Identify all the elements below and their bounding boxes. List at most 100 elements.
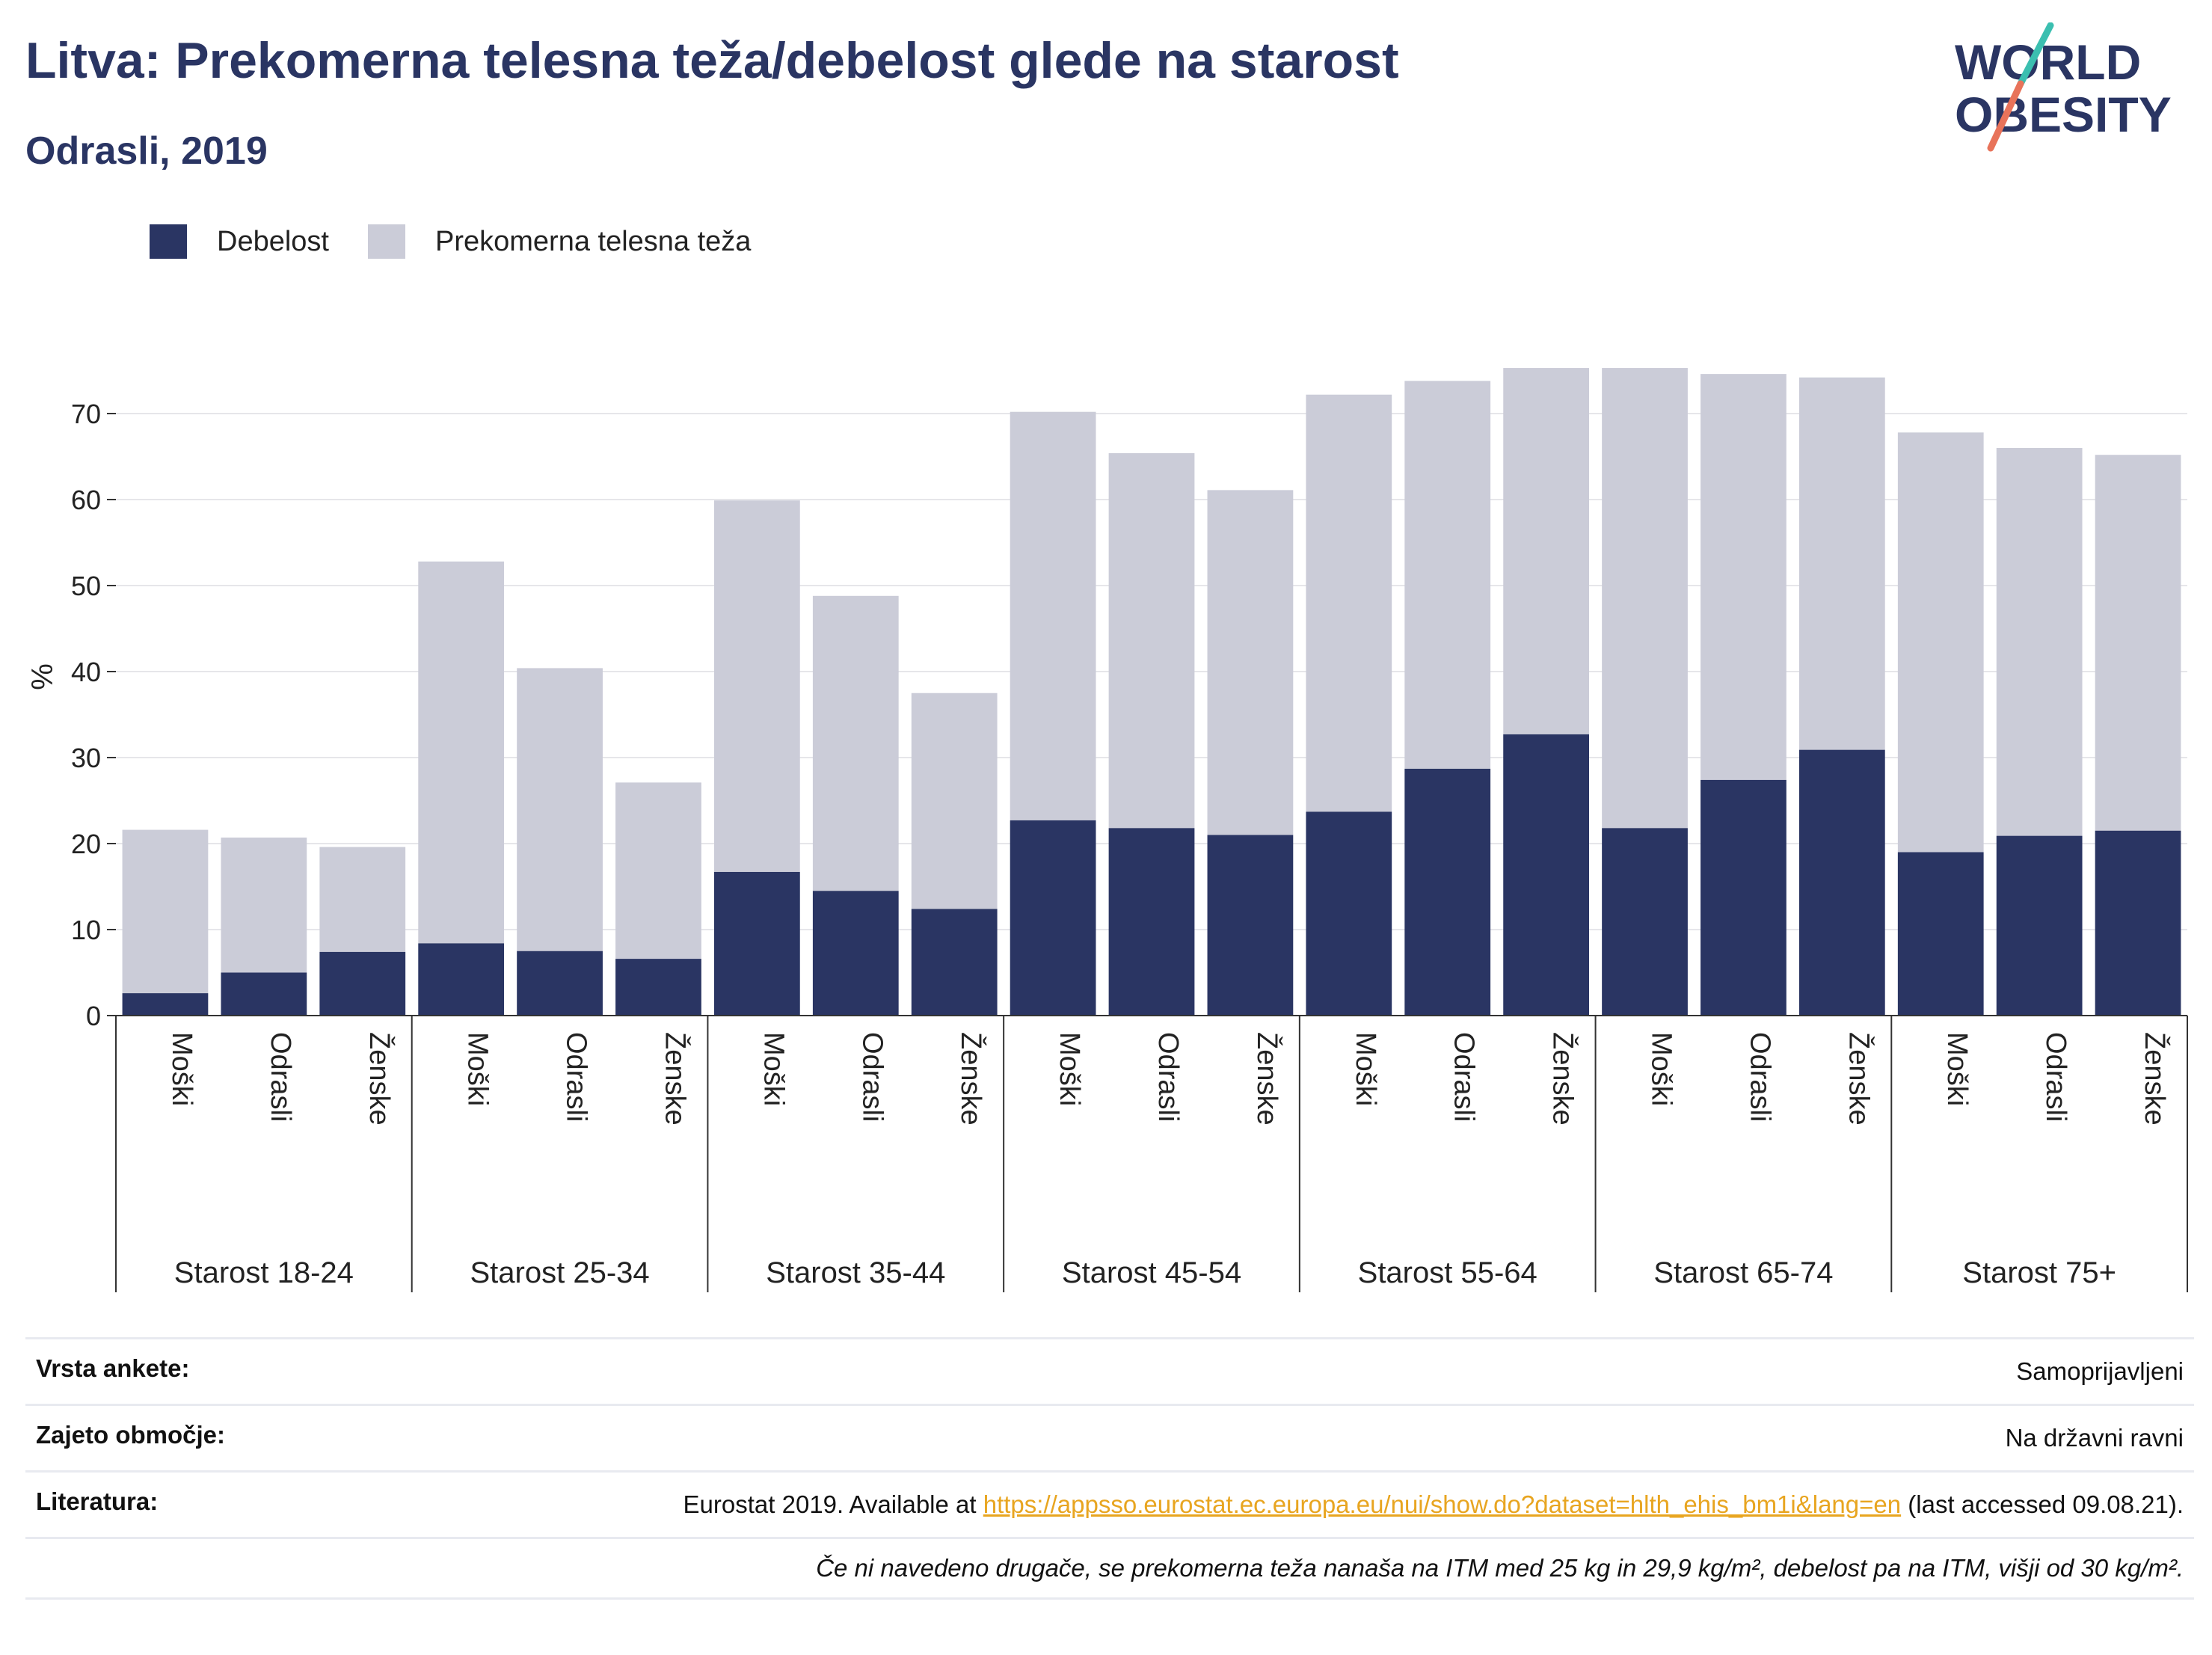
legend-item-overweight[interactable]: Prekomerna telesna teža — [367, 224, 752, 259]
logo-slash-bottom — [1987, 80, 2024, 152]
bar-overweight — [1602, 368, 1688, 829]
bar-obesity — [714, 871, 800, 1016]
bar-overweight — [1996, 448, 2083, 836]
y-tick-label: 70 — [71, 399, 101, 429]
x-group-label: Starost 25-34 — [470, 1256, 650, 1289]
info-row-note: Če ni navedeno drugače, se prekomerna te… — [25, 1537, 2194, 1600]
x-subcategory-label: Odrasli — [1152, 1032, 1184, 1122]
x-group-label: Starost 45-54 — [1062, 1256, 1241, 1289]
bar-obesity — [418, 943, 505, 1016]
x-subcategory-label: Odrasli — [265, 1032, 296, 1122]
x-subcategory-label: Moški — [758, 1032, 789, 1106]
coverage-value: Na državni ravni — [2005, 1424, 2184, 1452]
x-subcategory-label: Ženske — [363, 1032, 396, 1126]
y-tick-label: 40 — [71, 657, 101, 687]
bar-overweight — [1010, 411, 1096, 820]
bar-obesity — [319, 951, 406, 1016]
bar-obesity — [911, 909, 998, 1016]
info-row-survey: Vrsta ankete: Samoprijavljeni — [25, 1337, 2194, 1404]
x-group-label: Starost 55-64 — [1358, 1256, 1537, 1289]
bar-obesity — [615, 959, 701, 1016]
bar-obesity — [1010, 820, 1096, 1016]
bar-overweight — [911, 693, 998, 909]
x-group-label: Starost 65-74 — [1653, 1256, 1833, 1289]
stacked-bar-chart: 0 10 20 30 40 50 60 70% Moški Odrasli Ženske Moški O… — [26, 368, 2188, 1292]
bar-obesity — [1996, 835, 2083, 1016]
bar-overweight — [812, 595, 899, 891]
legend-item-obesity[interactable]: Debelost — [150, 224, 329, 259]
reference-label: Literatura: — [36, 1487, 159, 1515]
bar-obesity — [1306, 811, 1392, 1016]
bar-overweight — [1108, 452, 1195, 829]
x-subcategory-label: Ženske — [1251, 1032, 1283, 1126]
x-subcategory-label: Ženske — [2139, 1032, 2171, 1126]
x-subcategory-label: Odrasli — [1448, 1032, 1480, 1122]
bar-overweight — [418, 561, 505, 944]
bar-obesity — [1207, 835, 1294, 1016]
bar-obesity — [517, 951, 603, 1016]
bar-overweight — [1798, 377, 1885, 750]
x-subcategory-label: Odrasli — [2040, 1032, 2071, 1122]
bar-overweight — [221, 837, 307, 973]
bar-obesity — [1404, 768, 1491, 1016]
info-row-coverage: Zajeto območje: Na državni ravni — [25, 1404, 2194, 1470]
bar-obesity — [1798, 749, 1885, 1016]
bar-obesity — [1897, 852, 1984, 1016]
x-subcategory-label: Ženske — [659, 1032, 691, 1126]
x-group-label: Starost 75+ — [1962, 1256, 2116, 1289]
bar-overweight — [122, 829, 209, 994]
survey-type-value: Samoprijavljeni — [2016, 1357, 2184, 1385]
bar-obesity — [221, 972, 307, 1016]
y-axis-label: % — [26, 663, 59, 690]
logo-line2: OBESITY — [1955, 87, 2172, 142]
bar-overweight — [1207, 490, 1294, 835]
bar-overweight — [2095, 455, 2181, 831]
survey-type-label: Vrsta ankete: — [36, 1354, 190, 1382]
x-subcategory-label: Moški — [166, 1032, 197, 1106]
reference-link[interactable]: https://appsso.eurostat.ec.europa.eu/nui… — [983, 1490, 1902, 1518]
y-tick-label: 20 — [71, 829, 101, 859]
x-subcategory-label: Ženske — [955, 1032, 987, 1126]
x-subcategory-label: Odrasli — [856, 1032, 888, 1122]
logo-line1: WORLD — [1955, 34, 2141, 90]
coverage-label: Zajeto območje: — [36, 1421, 226, 1449]
y-tick-label: 10 — [71, 915, 101, 945]
x-group-label: Starost 18-24 — [174, 1256, 354, 1289]
bar-overweight — [1503, 368, 1589, 734]
y-tick-label: 50 — [71, 571, 101, 601]
y-tick-label: 30 — [71, 743, 101, 773]
chart-subtitle: Odrasli, 2019 — [25, 129, 268, 173]
info-table: Vrsta ankete: Samoprijavljeni Zajeto obm… — [25, 1337, 2194, 1600]
chart-title: Litva: Prekomerna telesna teža/debelost … — [25, 32, 1399, 89]
x-subcategory-label: Odrasli — [561, 1032, 592, 1122]
bar-overweight — [1701, 374, 1787, 780]
legend-swatch-overweight — [367, 224, 405, 259]
x-subcategory-label: Ženske — [1547, 1032, 1579, 1126]
x-subcategory-label: Moški — [1646, 1032, 1677, 1106]
legend-label-overweight: Prekomerna telesna teža — [434, 225, 752, 257]
x-subcategory-label: Ženske — [1843, 1032, 1875, 1126]
y-tick-label: 0 — [86, 1001, 101, 1031]
reference-prefix: Eurostat 2019. Available at — [683, 1490, 983, 1518]
bar-overweight — [615, 782, 701, 959]
info-row-reference: Literatura: Eurostat 2019. Available at … — [25, 1470, 2194, 1537]
bar-overweight — [319, 847, 406, 952]
logo-slash-top — [2017, 22, 2054, 87]
legend-label-obesity: Debelost — [217, 225, 329, 257]
bar-obesity — [1108, 828, 1195, 1016]
world-obesity-logo: WORLD OBESITY — [1955, 22, 2172, 152]
bar-overweight — [1306, 394, 1392, 812]
bar-obesity — [1503, 734, 1589, 1016]
bar-overweight — [517, 668, 603, 951]
chart-legend: Debelost Prekomerna telesna teža — [150, 223, 790, 260]
legend-swatch-obesity — [150, 224, 187, 259]
x-subcategory-label: Moški — [1350, 1032, 1381, 1106]
bar-obesity — [1701, 779, 1787, 1016]
x-subcategory-label: Moški — [1054, 1032, 1085, 1106]
x-subcategory-label: Moški — [1941, 1032, 1973, 1106]
reference-suffix: (last accessed 09.08.21). — [1901, 1490, 2184, 1518]
bar-overweight — [1897, 432, 1984, 853]
bar-obesity — [2095, 830, 2181, 1016]
y-tick-label: 60 — [71, 485, 101, 515]
bar-obesity — [812, 891, 899, 1016]
